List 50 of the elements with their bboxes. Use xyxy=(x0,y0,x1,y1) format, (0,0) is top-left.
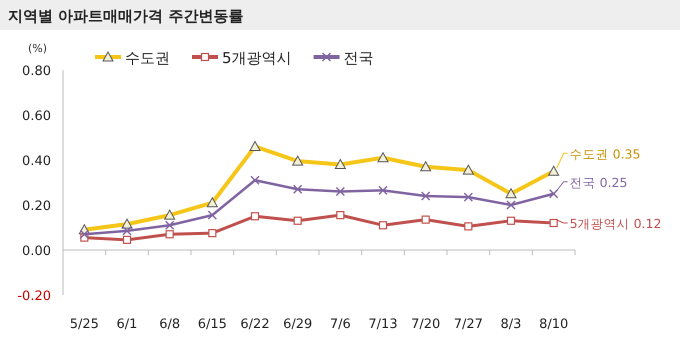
annotation: 5개광역시 0.12 xyxy=(556,216,662,231)
point xyxy=(122,226,132,236)
legend-label: 전국 xyxy=(344,49,374,67)
y-axis-title: (%) xyxy=(28,42,48,55)
point xyxy=(336,211,344,220)
annotation: 전국 0.25 xyxy=(570,174,628,190)
point xyxy=(166,230,174,238)
point xyxy=(208,229,216,238)
chart-title: 지역별 아파트매매가격 주간변동률 xyxy=(8,7,244,25)
point xyxy=(378,186,388,196)
point xyxy=(294,216,302,225)
x-tick-label: 7/13 xyxy=(368,317,398,332)
point xyxy=(422,216,430,224)
annotation: 전국 0.25 xyxy=(556,174,628,192)
point xyxy=(506,216,516,225)
x-tick-label: 6/22 xyxy=(240,317,270,332)
x-tick-label: 6/29 xyxy=(283,317,312,332)
point xyxy=(250,176,260,185)
x-tick-label: 5/25 xyxy=(70,317,99,332)
point xyxy=(336,186,346,196)
point xyxy=(80,230,90,239)
y-tick-label: 0.80 xyxy=(22,64,51,79)
point xyxy=(464,222,472,230)
x-tick-label: 8/10 xyxy=(539,317,568,332)
annotation: 수도권 0.35 xyxy=(570,146,640,162)
y-tick-label: 0.40 xyxy=(22,154,51,169)
x-tick-label: 6/8 xyxy=(159,317,180,332)
x-tick-label: 6/1 xyxy=(116,317,138,332)
x-tick-label: 7/20 xyxy=(411,317,440,332)
point xyxy=(122,236,132,244)
x-tick-label: 8/3 xyxy=(500,317,522,332)
point xyxy=(506,200,516,210)
y-tick-label: 0.20 xyxy=(22,199,51,214)
y-tick-label: 0.00 xyxy=(22,244,51,259)
point xyxy=(378,221,388,230)
y-tick-label: -0.20 xyxy=(17,289,51,304)
annotation: 수도권 0.35 xyxy=(556,146,640,169)
point xyxy=(464,192,474,202)
x-tick-label: 7/6 xyxy=(330,317,351,332)
point xyxy=(208,210,218,220)
point xyxy=(250,212,260,220)
point xyxy=(420,191,430,201)
legend-label: 5개광역시 xyxy=(222,49,292,67)
point xyxy=(292,184,302,194)
x-tick-label: 7/27 xyxy=(454,317,483,332)
point xyxy=(164,220,174,230)
x-tick-label: 6/15 xyxy=(198,317,227,332)
point xyxy=(550,218,558,228)
y-tick-label: 0.60 xyxy=(22,109,51,124)
legend-label: 수도권 xyxy=(125,49,170,67)
